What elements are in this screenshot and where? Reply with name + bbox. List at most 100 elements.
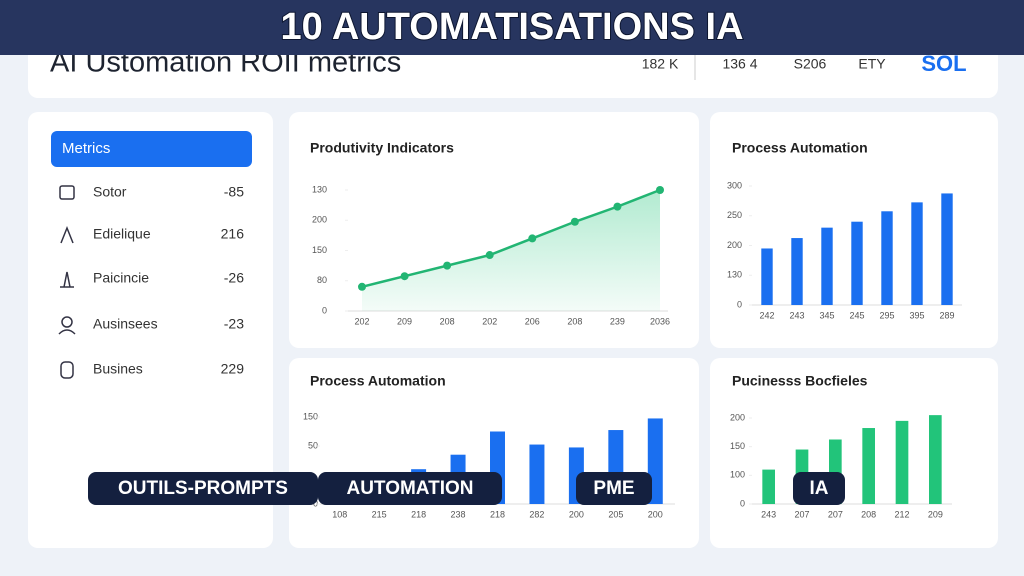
y-tick-label: 0 [322, 305, 327, 315]
menu-active-label[interactable]: Metrics [62, 140, 110, 157]
menu-icons [58, 185, 76, 379]
x-tick-label: 243 [761, 509, 776, 519]
line [361, 188, 661, 289]
y-tick-label: 200 [730, 412, 745, 422]
tag-label: IA [810, 478, 829, 499]
x-tick-label: 209 [397, 316, 412, 326]
tag [793, 472, 845, 505]
x-tick-label: 289 [939, 310, 954, 320]
x-tick-label: 282 [529, 509, 544, 519]
point [656, 186, 664, 194]
x-tick-label: 208 [440, 316, 455, 326]
x-tick-label: 200 [569, 509, 584, 519]
y-tick-label: 0 [737, 299, 742, 309]
menu-label[interactable]: Sotor [93, 184, 127, 200]
icon [60, 361, 74, 379]
icon [60, 225, 74, 244]
icon [61, 316, 73, 328]
icon [60, 271, 74, 288]
x-tick-label: 345 [819, 310, 834, 320]
chart-title: Process Automation [310, 373, 446, 389]
x-tick-label: 295 [879, 310, 894, 320]
menu-active[interactable] [51, 131, 252, 167]
x-tick-label: 238 [451, 509, 466, 519]
x-tick-label: 200 [648, 509, 663, 519]
tag-label: PME [593, 478, 634, 499]
y-tick-label: 130 [727, 270, 742, 280]
point [613, 202, 622, 211]
chart-title: Pucinesss Bocfieles [732, 373, 868, 389]
bar [929, 415, 942, 504]
icon [58, 329, 76, 335]
x-tick-label: 245 [849, 310, 864, 320]
bar [821, 227, 833, 305]
banner-title: 10 AUTOMATISATIONS IA [280, 6, 743, 48]
point [528, 234, 537, 243]
point [443, 261, 452, 270]
y-tick-label: 80 [317, 275, 327, 285]
bar [762, 469, 775, 504]
point [485, 251, 494, 260]
header-stat: S206 [794, 56, 827, 72]
x-tick-label: 202 [482, 316, 497, 326]
menu-label[interactable]: Busines [93, 361, 143, 377]
x-tick-label: 206 [525, 316, 540, 326]
bar [941, 193, 953, 305]
menu-label[interactable]: Paicincie [93, 270, 149, 286]
banner [0, 0, 1024, 55]
x-tick-label: 242 [759, 310, 774, 320]
y-tick-label: 150 [303, 411, 318, 421]
tag-label: AUTOMATION [346, 478, 473, 499]
x-tick-label: 208 [861, 509, 876, 519]
bar [881, 211, 893, 305]
y-tick-label: 200 [727, 240, 742, 250]
y-tick-label: 100 [730, 470, 745, 480]
header-stat: 136 4 [722, 56, 757, 72]
bar [911, 202, 923, 305]
point [400, 272, 409, 281]
bar [862, 428, 875, 504]
menu-value: 229 [221, 361, 245, 377]
bar [895, 420, 909, 504]
point [358, 282, 366, 291]
y-tick-label: 300 [727, 180, 742, 190]
y-tick-label: 130 [312, 184, 327, 194]
x-tick-label: 208 [567, 316, 582, 326]
tag-label: OUTILS-PROMPTS [118, 478, 288, 499]
tag [88, 472, 318, 505]
menu-label[interactable]: Ausinsees [93, 316, 158, 332]
tag [318, 472, 502, 505]
x-tick-label: 108 [332, 509, 347, 519]
y-tick-label: 250 [727, 210, 742, 220]
bar [529, 444, 545, 504]
point [570, 217, 579, 226]
y-tick-label: 200 [312, 215, 327, 225]
x-tick-label: 215 [372, 509, 387, 519]
chart-title: Produtivity Indicators [310, 140, 454, 156]
x-tick-label: 202 [354, 316, 369, 326]
x-tick-label: 395 [909, 310, 924, 320]
sidebar-card [28, 112, 273, 548]
y-tick-label: 150 [312, 245, 327, 255]
x-tick-label: 243 [789, 310, 804, 320]
x-tick-label: 212 [894, 509, 909, 519]
icon [59, 185, 75, 200]
x-tick-label: 207 [828, 509, 843, 519]
x-tick-label: 218 [490, 509, 505, 519]
y-tick-label: 0 [313, 498, 318, 508]
area [362, 190, 660, 311]
menu-value: 216 [221, 226, 245, 242]
y-tick-label: 150 [730, 441, 745, 451]
x-tick-label: 205 [608, 509, 623, 519]
x-tick-label: 2036 [650, 316, 670, 326]
y-tick-label: 50 [308, 440, 318, 450]
bar [851, 221, 863, 305]
menu-value: -23 [224, 316, 244, 332]
menu-value: -26 [224, 270, 244, 286]
y-tick-label: 0 [740, 498, 745, 508]
chart-title: Process Automation [732, 140, 868, 156]
header-stat: ETY [858, 56, 886, 72]
tags: OUTILS-PROMPTS AUTOMATION PME IA [88, 472, 845, 505]
menu-label[interactable]: Edielique [93, 226, 151, 242]
